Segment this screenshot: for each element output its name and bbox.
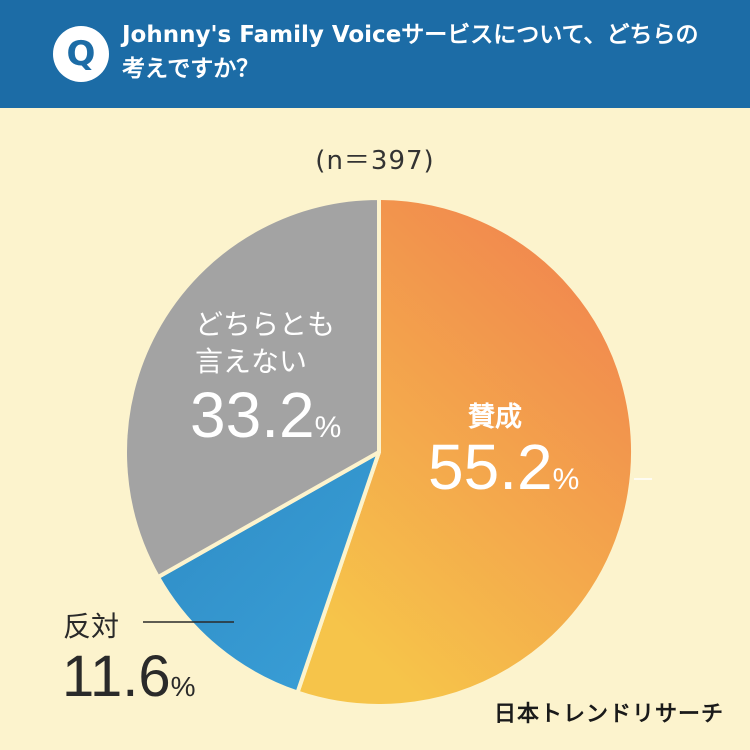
neutral-label-line1: どちらとも bbox=[195, 309, 336, 340]
agree-unit: % bbox=[552, 463, 580, 496]
pie-slice-agree bbox=[295, 196, 635, 708]
disagree-unit: % bbox=[170, 671, 196, 702]
agree-number: 55.2 bbox=[428, 431, 553, 503]
pie-slice-neutral bbox=[123, 196, 381, 580]
disagree-number: 11.6 bbox=[62, 644, 171, 709]
brand-logo: 日本トレンドリサーチ bbox=[493, 702, 724, 727]
pie-slice-disagree bbox=[155, 450, 381, 695]
disagree-value: 11.6% bbox=[62, 643, 196, 710]
sample-size-label: (n＝397) bbox=[315, 146, 435, 176]
neutral-unit: % bbox=[314, 411, 342, 444]
agree-value: 55.2% bbox=[428, 430, 579, 504]
neutral-label-line2: 言えない bbox=[195, 346, 308, 377]
agree-label: 賛成 bbox=[468, 402, 522, 432]
disagree-label: 反対 bbox=[63, 611, 120, 642]
question-header: Q Johnny's Family Voiceサービスについて、どちらの 考えで… bbox=[0, 0, 750, 108]
neutral-value: 33.2% bbox=[190, 378, 341, 452]
neutral-number: 33.2 bbox=[190, 379, 315, 451]
question-badge: Q bbox=[53, 26, 109, 82]
question-text: Johnny's Family Voiceサービスについて、どちらの 考えですか… bbox=[122, 22, 699, 82]
